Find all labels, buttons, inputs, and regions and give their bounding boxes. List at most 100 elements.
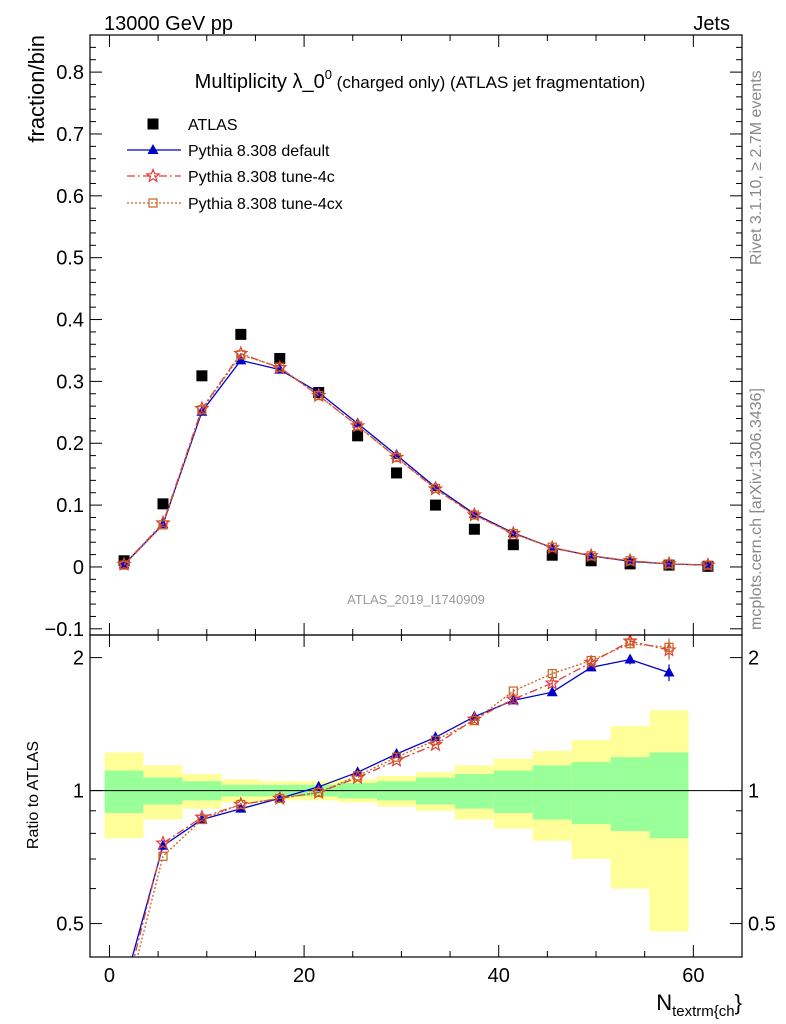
x-tick-label: 0 xyxy=(104,965,115,987)
green-band-bin xyxy=(493,770,533,813)
y-tick-label-top: 0.6 xyxy=(56,186,84,208)
series-point-3 xyxy=(275,362,285,372)
analysis-watermark: ATLAS_2019_I1740909 xyxy=(347,592,485,607)
x-tick-label: 20 xyxy=(293,965,315,987)
green-band-bin xyxy=(649,752,689,839)
y-tick-label-bottom: 0.5 xyxy=(56,914,84,936)
ratio-line-3 xyxy=(136,643,670,957)
chart-title: Multiplicity λ_00 (charged only) (ATLAS … xyxy=(195,67,646,93)
ratio-marks xyxy=(118,635,677,1013)
series-point-2 xyxy=(427,480,444,496)
panel-frames xyxy=(89,34,743,958)
ratio-point-2 xyxy=(194,809,210,824)
ratio-point-1 xyxy=(624,653,636,664)
series-point-3 xyxy=(508,528,518,539)
green-band-bin xyxy=(104,770,144,813)
atlas-data-point xyxy=(235,328,247,340)
atlas-data-point xyxy=(585,555,597,567)
legend-marker-3 xyxy=(148,198,158,208)
y-tick-label-top: 0 xyxy=(73,557,84,579)
series-point-3 xyxy=(703,560,713,570)
y-axis-label-top: fraction/bin xyxy=(24,35,49,143)
rivet-label: Rivet 3.1.10, ≥ 2.7M events xyxy=(748,70,765,265)
series-point-3 xyxy=(625,556,635,566)
atlas-data-point xyxy=(391,467,403,479)
series-point-3 xyxy=(158,520,168,530)
y-tick-label-bottom-right: 1 xyxy=(748,781,759,803)
ratio-point-2 xyxy=(505,691,522,706)
ratio-point-3 xyxy=(158,851,168,861)
series-point-2 xyxy=(349,417,366,433)
atlas-data-point xyxy=(507,539,519,551)
ratio-point-2 xyxy=(388,752,405,768)
series-point-2 xyxy=(661,555,677,571)
green-band-bin xyxy=(454,774,494,809)
series-point-3 xyxy=(314,391,324,401)
ratio-point-3 xyxy=(430,735,441,745)
ratio-point-2 xyxy=(544,675,560,690)
series-point-2 xyxy=(233,345,249,361)
ratio-point-1 xyxy=(663,666,675,677)
y-tick-label-top: −0.1 xyxy=(45,619,84,641)
header-left: 13000 GeV pp xyxy=(104,13,233,35)
y-tick-label-top: 0.3 xyxy=(56,371,84,393)
series-point-2 xyxy=(388,449,405,465)
series-line-3 xyxy=(123,354,708,566)
ratio-point-2 xyxy=(118,991,130,1003)
ratio-point-3 xyxy=(664,642,674,652)
legend-label-0: ATLAS xyxy=(188,117,238,134)
bottom-panel-frame xyxy=(89,634,743,958)
y-tick-label-top: 0.7 xyxy=(56,124,84,146)
series-point-3 xyxy=(586,551,596,561)
ratio-point-3 xyxy=(586,655,596,666)
series-point-3 xyxy=(119,560,129,570)
ratio-point-3 xyxy=(275,793,285,804)
ratio-point-3 xyxy=(314,787,324,798)
y-axis-label-bottom: Ratio to ATLAS xyxy=(25,741,42,849)
ratio-bands xyxy=(90,710,742,932)
mcplots-label: mcplots.cern.ch [arXiv:1306.3436] xyxy=(748,388,765,630)
ratio-point-3 xyxy=(547,668,557,679)
series-point-3 xyxy=(197,405,207,415)
atlas-data-point xyxy=(352,430,364,442)
series-point-3 xyxy=(353,421,363,431)
ratio-point-2 xyxy=(155,835,171,850)
y-tick-label-bottom: 2 xyxy=(73,648,84,670)
series-point-3 xyxy=(391,452,402,463)
series-line-1 xyxy=(123,359,708,566)
atlas-data-point xyxy=(157,498,169,510)
atlas-data-point xyxy=(274,353,286,365)
green-band-bin xyxy=(571,762,611,825)
legend-label-2: Pythia 8.308 tune-4c xyxy=(188,169,335,186)
y-tick-label-top: 0.2 xyxy=(56,433,84,455)
legend-marker-2 xyxy=(145,167,161,183)
y-tick-label-top: 0.5 xyxy=(56,248,84,270)
ratio-point-3 xyxy=(236,799,246,810)
ratio-point-3 xyxy=(120,1005,128,1013)
series-point-2 xyxy=(622,552,638,568)
axes: 0 20 40 60−0.100.10.20.30.40.50.60.70.80.5 0… xyxy=(45,35,776,987)
series-point-2 xyxy=(466,506,483,522)
y-tick-label-top: 0.1 xyxy=(56,495,84,517)
atlas-data-point xyxy=(546,549,558,561)
x-tick-label: 60 xyxy=(682,965,704,987)
ratio-point-3 xyxy=(197,814,207,825)
x-axis-label-end: } xyxy=(735,990,742,1015)
atlas-data-point xyxy=(429,499,441,511)
y-tick-label-top: 0.8 xyxy=(56,62,84,84)
y-tick-label-bottom-right: 0.5 xyxy=(748,914,776,936)
series-point-3 xyxy=(469,510,479,520)
ratio-point-1 xyxy=(585,661,597,672)
header-right: Jets xyxy=(693,13,730,35)
ratio-point-2 xyxy=(583,654,599,670)
x-tick-label: 40 xyxy=(488,965,510,987)
series-line-2 xyxy=(123,352,708,566)
green-band-bin xyxy=(610,757,650,831)
legend-label-3: Pythia 8.308 tune-4cx xyxy=(188,196,343,213)
ratio-point-1 xyxy=(196,813,208,824)
x-axis-label: Ntextrm{ch} xyxy=(656,990,742,1020)
ratio-point-3 xyxy=(508,686,518,696)
legend: ATLAS Pythia 8.308 default Pythia 8.308 tu… xyxy=(127,117,343,213)
y-tick-label-bottom: 1 xyxy=(73,781,84,803)
